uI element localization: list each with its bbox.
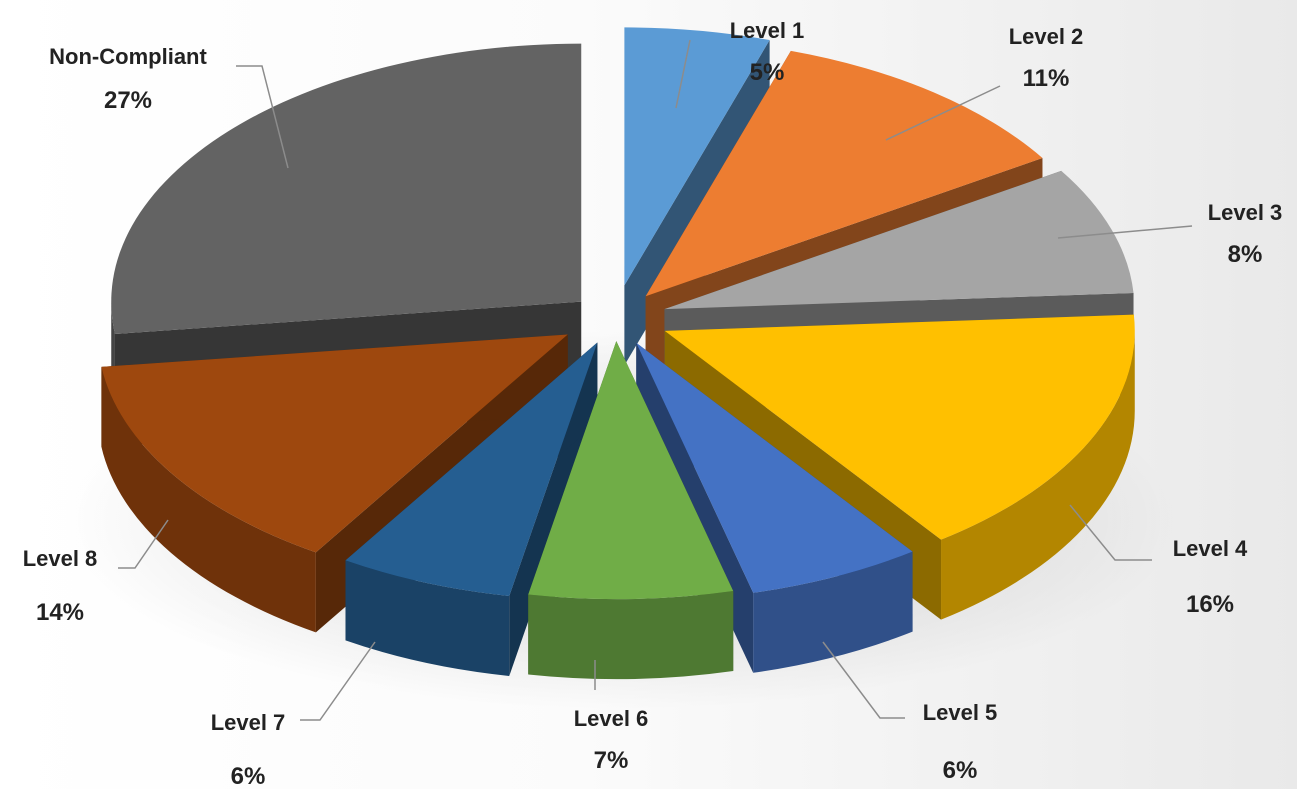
slice-top: [664, 314, 1135, 540]
slice-edge: [753, 551, 913, 673]
slice-edge: [101, 366, 316, 633]
slice-label: Level 7: [211, 710, 286, 735]
leader-line: [1057, 225, 1193, 239]
slice-percent: 11%: [1023, 65, 1070, 92]
slice-percent: 27%: [104, 87, 152, 114]
slice-label: Non-Compliant: [49, 44, 207, 69]
slice-top: [664, 170, 1134, 310]
leader-line: [300, 641, 376, 721]
slice-label: Level 6: [574, 706, 649, 731]
slice-edge: [528, 590, 734, 680]
slice-percent: 7%: [594, 747, 629, 774]
slice-label: Level 3: [1208, 200, 1283, 225]
slice-top: [528, 341, 734, 600]
slice-percent: 8%: [1228, 241, 1263, 268]
slice-percent: 16%: [1186, 591, 1234, 618]
leader-line: [118, 519, 169, 569]
slice-percent: 6%: [231, 763, 266, 789]
slice-top: [624, 27, 770, 286]
slice-label: Level 4: [1173, 536, 1248, 561]
slice-label: Level 5: [923, 700, 998, 725]
leader-lines: [118, 39, 1193, 721]
pie-slice-level-6: [528, 341, 734, 680]
leader-line: [885, 85, 1001, 141]
leader-line: [1069, 504, 1152, 561]
slice-percent: 14%: [36, 599, 84, 626]
slice-top: [101, 334, 568, 553]
leader-line: [675, 39, 691, 109]
slice-top: [111, 43, 582, 334]
data-labels: Level 1 5% Level 2 11% Level 3 8% Level 4 16% Le…: [23, 18, 1283, 789]
slice-edge: [345, 560, 510, 676]
slice-label: Level 8: [23, 546, 98, 571]
slice-percent: 5%: [750, 59, 785, 86]
slice-top: [345, 342, 598, 596]
slice-percent: 6%: [943, 757, 978, 784]
leader-line: [236, 65, 289, 169]
slice-label: Level 2: [1009, 24, 1084, 49]
slice-top: [636, 342, 913, 593]
leader-line: [822, 641, 905, 719]
slice-edge: [941, 330, 1135, 620]
slice-label: Level 1: [730, 18, 805, 43]
pie-slices: [101, 27, 1135, 680]
